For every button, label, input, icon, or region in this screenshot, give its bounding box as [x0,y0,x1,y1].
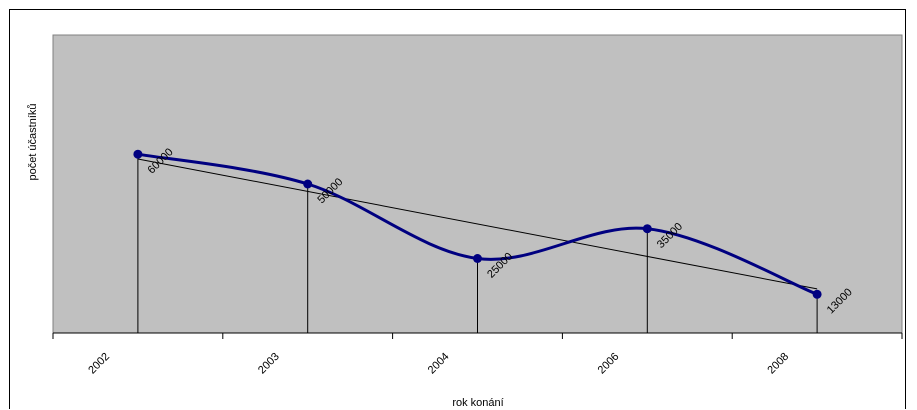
data-point [812,289,822,299]
x-tick-label: 2003 [256,351,282,377]
trendline-layer [137,158,818,290]
x-tick-label: 2002 [86,351,112,377]
x-tick-label: 2006 [596,351,622,377]
data-point [642,224,652,234]
marker-layer [133,149,822,299]
data-point [133,149,143,159]
data-point [473,254,482,263]
trendline [137,158,818,290]
x-tick-label: 2004 [426,351,452,377]
drop-lines [137,154,818,333]
x-tick-label: 2008 [765,351,791,377]
x-axis-title: rok konání [452,397,503,409]
data-point [303,179,313,189]
chart-frame [9,9,906,409]
x-axis: 2002 2003 2004 2006 2008 [52,332,903,377]
y-axis-title: počet účastníků [27,103,39,180]
